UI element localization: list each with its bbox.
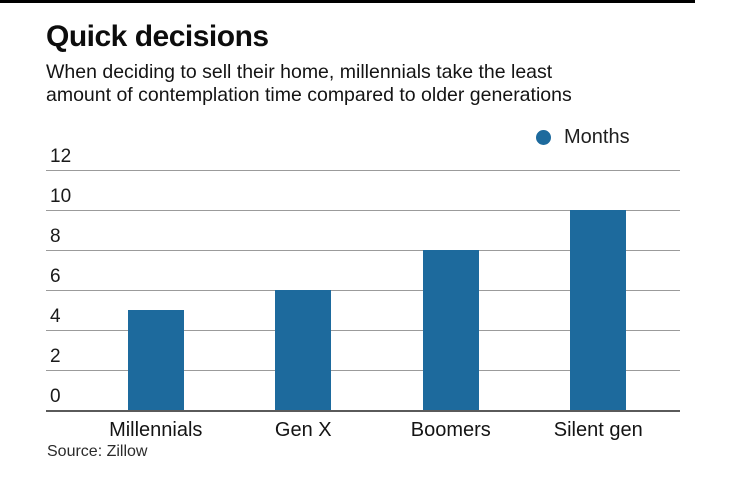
legend: Months bbox=[536, 126, 630, 149]
xaxis-label: Silent gen bbox=[553, 419, 643, 441]
legend-label: Months bbox=[564, 126, 630, 148]
gridline bbox=[46, 210, 680, 211]
chart-subtitle-line1: When deciding to sell their home, millen… bbox=[46, 61, 553, 83]
plot-area: 0 2 4 6 8 10 12 Millennials Gen X Boomers Silent g… bbox=[46, 147, 680, 441]
chart-subtitle: When deciding to sell their home, millen… bbox=[46, 61, 572, 107]
ytick-label: 4 bbox=[50, 306, 61, 327]
ytick-label: 10 bbox=[50, 186, 72, 207]
gridline bbox=[46, 370, 680, 371]
chart-subtitle-line2: amount of contemplation time compared to… bbox=[46, 84, 572, 106]
xaxis-label: Millennials bbox=[109, 419, 203, 441]
source-note: Source: Zillow bbox=[47, 443, 148, 460]
ytick-label: 12 bbox=[50, 146, 72, 167]
gridline bbox=[46, 250, 680, 251]
bar-millennials bbox=[127, 310, 184, 410]
bar-gen-x bbox=[275, 290, 332, 410]
gridline bbox=[46, 170, 680, 171]
ytick-label: 2 bbox=[50, 346, 61, 367]
ytick-label: 6 bbox=[50, 266, 61, 287]
ytick-label: 0 bbox=[50, 386, 61, 407]
gridline bbox=[46, 290, 680, 291]
bar-boomers bbox=[422, 250, 479, 410]
xaxis-label: Boomers bbox=[410, 419, 491, 441]
legend-dot-icon bbox=[536, 130, 551, 145]
gridline bbox=[46, 330, 680, 331]
xaxis-label: Gen X bbox=[274, 419, 332, 441]
ytick-label: 8 bbox=[50, 226, 61, 247]
top-rule bbox=[0, 0, 695, 3]
x-axis-line bbox=[46, 410, 680, 412]
bar-silent-gen bbox=[570, 210, 627, 410]
chart-title: Quick decisions bbox=[46, 20, 269, 53]
